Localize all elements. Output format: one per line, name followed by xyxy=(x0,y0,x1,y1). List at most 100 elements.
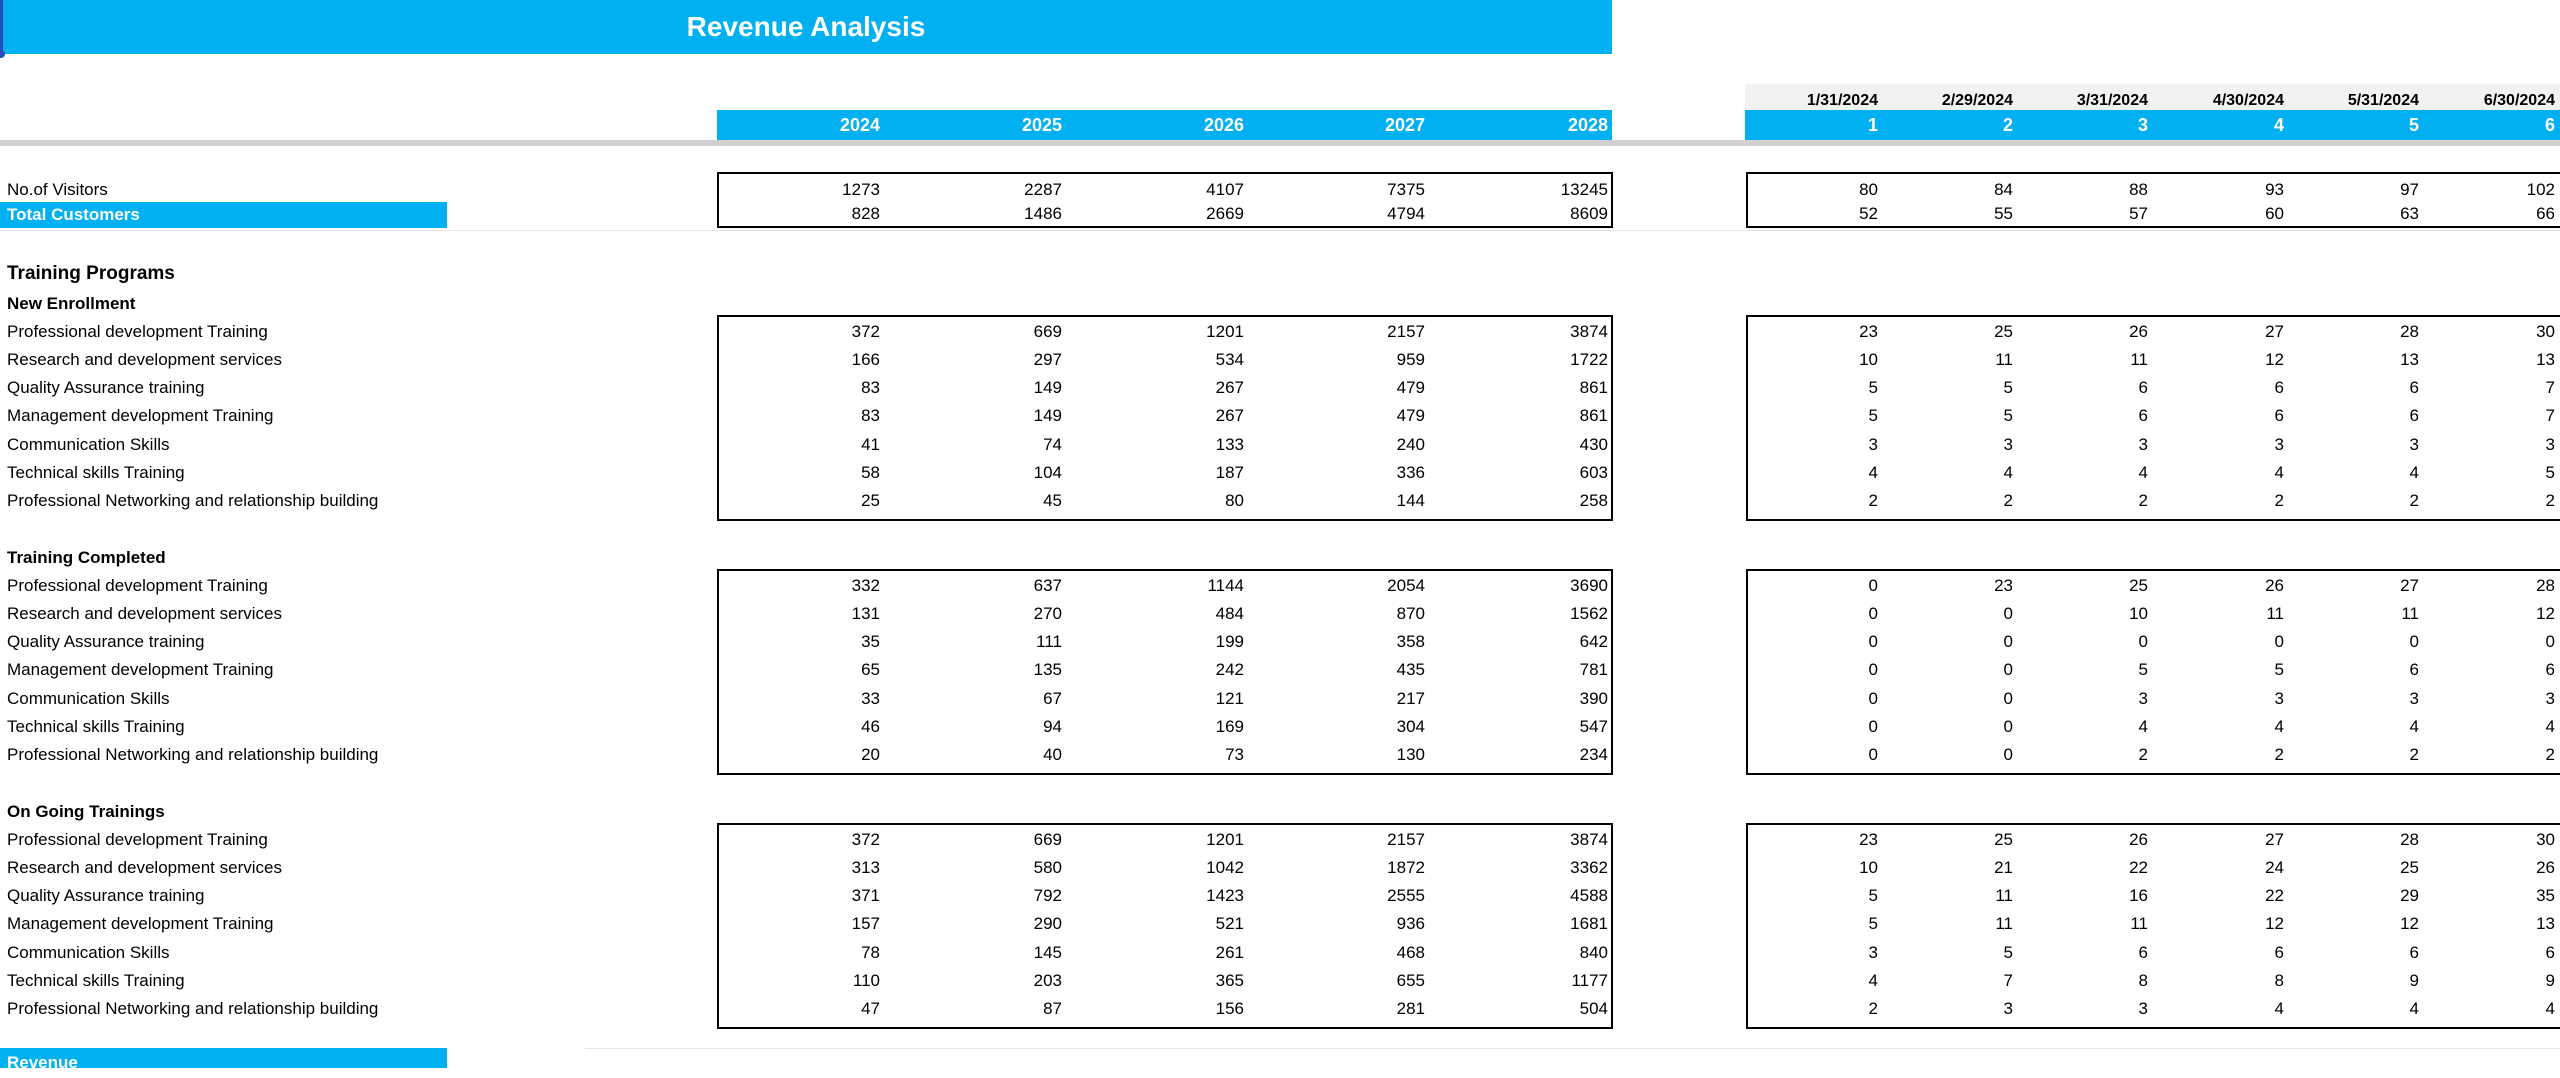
month-value-cell[interactable]: 35 xyxy=(2536,886,2555,906)
year-value-cell[interactable]: 74 xyxy=(1043,434,1062,454)
month-value-cell[interactable]: 29 xyxy=(2400,886,2419,906)
month-value-cell[interactable]: 0 xyxy=(1868,660,1878,680)
month-value-cell[interactable]: 25 xyxy=(1994,829,2013,849)
month-value-cell[interactable]: 93 xyxy=(2265,180,2284,199)
month-value-cell[interactable]: 26 xyxy=(2265,575,2284,595)
month-value-cell[interactable]: 84 xyxy=(1994,180,2013,199)
year-value-cell[interactable]: 2287 xyxy=(1024,180,1062,199)
year-value-cell[interactable]: 504 xyxy=(1579,999,1608,1019)
year-value-cell[interactable]: 13245 xyxy=(1560,180,1608,199)
month-value-cell[interactable]: 11 xyxy=(1995,914,2013,934)
month-date-header[interactable]: 5/31/2024 xyxy=(2347,92,2419,109)
year-value-cell[interactable]: 3362 xyxy=(1570,857,1608,877)
row-label[interactable]: Management development Training xyxy=(7,660,274,680)
year-value-cell[interactable]: 1722 xyxy=(1570,349,1608,369)
month-value-cell[interactable]: 4 xyxy=(2274,463,2284,482)
year-header-cell[interactable]: 2028 xyxy=(1567,115,1608,135)
month-date-header[interactable]: 1/31/2024 xyxy=(1806,92,1878,109)
month-value-cell[interactable]: 3 xyxy=(1868,942,1878,962)
month-value-cell[interactable]: 27 xyxy=(2265,829,2284,849)
month-value-cell[interactable]: 16 xyxy=(2129,886,2148,906)
year-value-cell[interactable]: 336 xyxy=(1396,463,1425,482)
month-date-header[interactable]: 4/30/2024 xyxy=(2212,92,2284,109)
month-value-cell[interactable]: 23 xyxy=(1994,575,2013,595)
year-value-cell[interactable]: 234 xyxy=(1579,745,1608,765)
year-value-cell[interactable]: 372 xyxy=(851,321,880,341)
year-value-cell[interactable]: 187 xyxy=(1215,463,1244,482)
month-value-cell[interactable]: 28 xyxy=(2400,829,2419,849)
month-value-cell[interactable]: 23 xyxy=(1859,321,1878,341)
month-value-cell[interactable]: 0 xyxy=(2003,632,2013,652)
year-value-cell[interactable]: 840 xyxy=(1579,942,1608,962)
month-value-cell[interactable]: 4 xyxy=(2545,999,2555,1019)
month-value-cell[interactable]: 3 xyxy=(2138,434,2148,454)
month-value-cell[interactable]: 26 xyxy=(2129,829,2148,849)
year-value-cell[interactable]: 261 xyxy=(1215,942,1244,962)
year-value-cell[interactable]: 33 xyxy=(861,688,880,708)
year-value-cell[interactable]: 83 xyxy=(861,378,880,398)
month-value-cell[interactable]: 8 xyxy=(2274,971,2284,990)
year-value-cell[interactable]: 371 xyxy=(851,886,880,906)
year-value-cell[interactable]: 1201 xyxy=(1206,829,1244,849)
month-value-cell[interactable]: 10 xyxy=(2129,603,2148,623)
year-value-cell[interactable]: 270 xyxy=(1033,603,1062,623)
month-value-cell[interactable]: 3 xyxy=(2409,434,2419,454)
month-value-cell[interactable]: 88 xyxy=(2129,180,2148,199)
year-value-cell[interactable]: 267 xyxy=(1215,406,1244,426)
month-value-cell[interactable]: 30 xyxy=(2536,321,2555,341)
year-value-cell[interactable]: 655 xyxy=(1396,971,1425,990)
year-value-cell[interactable]: 669 xyxy=(1033,321,1062,341)
month-value-cell[interactable]: 0 xyxy=(2138,632,2148,652)
year-value-cell[interactable]: 80 xyxy=(1225,491,1244,511)
row-label[interactable]: Quality Assurance training xyxy=(7,886,205,906)
year-value-cell[interactable]: 1423 xyxy=(1206,886,1244,906)
year-value-cell[interactable]: 547 xyxy=(1579,717,1608,736)
month-date-header[interactable]: 2/29/2024 xyxy=(1941,92,2013,109)
year-value-cell[interactable]: 4107 xyxy=(1206,180,1244,199)
year-value-cell[interactable]: 484 xyxy=(1215,603,1244,623)
month-value-cell[interactable]: 0 xyxy=(2274,632,2284,652)
year-value-cell[interactable]: 430 xyxy=(1579,434,1608,454)
year-value-cell[interactable]: 479 xyxy=(1396,406,1425,426)
year-value-cell[interactable]: 2157 xyxy=(1387,321,1425,341)
year-value-cell[interactable]: 1872 xyxy=(1387,857,1425,877)
year-value-cell[interactable]: 111 xyxy=(1036,632,1062,652)
month-value-cell[interactable]: 13 xyxy=(2536,914,2555,934)
month-value-cell[interactable]: 12 xyxy=(2265,914,2284,934)
row-label[interactable]: Professional Networking and relationship… xyxy=(7,745,379,765)
month-value-cell[interactable]: 2 xyxy=(2274,745,2284,765)
year-value-cell[interactable]: 203 xyxy=(1033,971,1062,990)
month-value-cell[interactable]: 80 xyxy=(1859,180,1878,199)
year-value-cell[interactable]: 25 xyxy=(861,491,880,511)
year-value-cell[interactable]: 35 xyxy=(861,632,880,652)
month-value-cell[interactable]: 6 xyxy=(2274,378,2284,398)
month-value-cell[interactable]: 4 xyxy=(2138,717,2148,736)
month-value-cell[interactable]: 0 xyxy=(2409,632,2419,652)
year-header-cell[interactable]: 2025 xyxy=(1021,115,1062,135)
year-value-cell[interactable]: 47 xyxy=(861,999,880,1019)
month-value-cell[interactable]: 2 xyxy=(1868,491,1878,511)
month-value-cell[interactable]: 2 xyxy=(2545,745,2555,765)
month-value-cell[interactable]: 6 xyxy=(2409,406,2419,426)
month-value-cell[interactable]: 3 xyxy=(2274,688,2284,708)
month-value-cell[interactable]: 3 xyxy=(2138,688,2148,708)
month-value-cell[interactable]: 6 xyxy=(2545,942,2555,962)
month-value-cell[interactable]: 7 xyxy=(2545,378,2555,398)
year-value-cell[interactable]: 1201 xyxy=(1206,321,1244,341)
revenue-label[interactable]: Revenue xyxy=(0,1048,447,1072)
month-value-cell[interactable]: 12 xyxy=(2400,914,2419,934)
month-value-cell[interactable]: 24 xyxy=(2265,857,2284,877)
month-value-cell[interactable]: 3 xyxy=(2545,688,2555,708)
month-value-cell[interactable]: 2 xyxy=(1868,999,1878,1019)
month-value-cell[interactable]: 5 xyxy=(1868,406,1878,426)
month-number-header[interactable]: 1 xyxy=(1867,115,1878,135)
month-value-cell[interactable]: 6 xyxy=(2409,378,2419,398)
month-value-cell[interactable]: 2 xyxy=(2409,491,2419,511)
month-value-cell[interactable]: 5 xyxy=(2138,660,2148,680)
month-value-cell[interactable]: 0 xyxy=(1868,575,1878,595)
year-value-cell[interactable]: 94 xyxy=(1043,717,1062,736)
month-value-cell[interactable]: 28 xyxy=(2536,575,2555,595)
year-value-cell[interactable]: 828 xyxy=(851,204,880,223)
month-value-cell[interactable]: 0 xyxy=(2003,717,2013,736)
month-value-cell[interactable]: 6 xyxy=(2138,942,2148,962)
